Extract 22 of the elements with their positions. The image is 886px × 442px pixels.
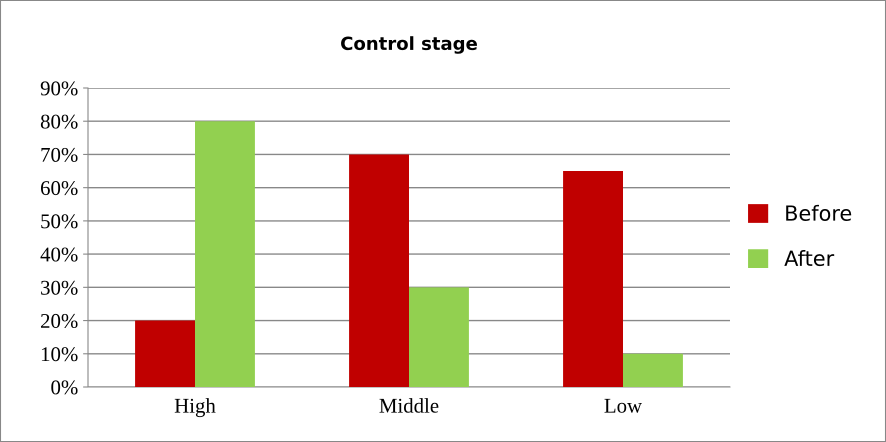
y-tick-label: 70%: [41, 148, 78, 162]
bar: [349, 154, 409, 387]
bar: [563, 171, 623, 387]
bar: [409, 287, 469, 387]
y-tick-label: 40%: [40, 247, 78, 262]
y-tick-label: 0%: [51, 380, 78, 394]
y-tick-label: 90%: [40, 81, 78, 96]
legend-label: Before: [786, 204, 852, 221]
y-tick-label: 10%: [42, 347, 78, 362]
x-tick-label: Middle: [380, 398, 438, 413]
y-tick-label: 80%: [40, 114, 78, 129]
bar: [195, 121, 255, 387]
bar: [623, 354, 683, 387]
x-tick-label: High: [174, 398, 216, 418]
y-tick-label: 20%: [41, 314, 78, 328]
legend-label: After: [784, 250, 834, 266]
y-tick-label: 30%: [41, 280, 78, 295]
bar: [135, 320, 195, 387]
y-tick-label: 50%: [41, 214, 78, 228]
y-tick-label: 60%: [40, 181, 78, 196]
x-tick-label: Low: [604, 398, 642, 413]
chart-title: Control stage: [341, 36, 477, 54]
